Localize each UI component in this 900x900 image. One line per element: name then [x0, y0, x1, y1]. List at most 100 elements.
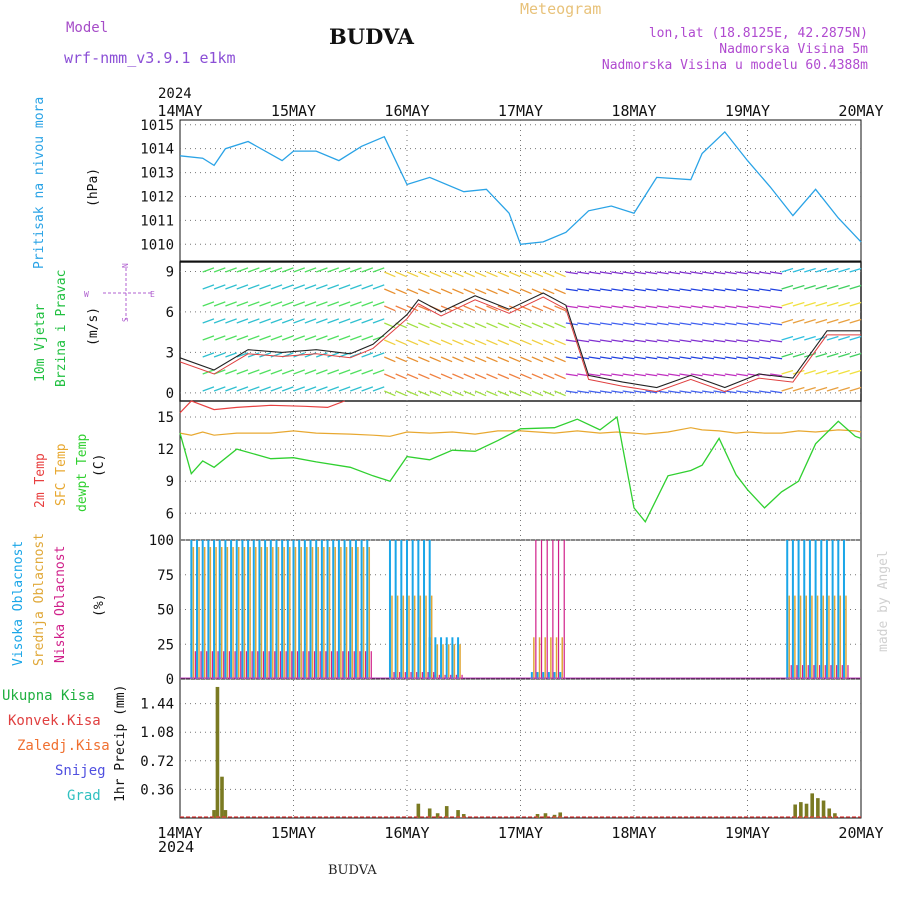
precip-bar: [223, 810, 228, 818]
wind-arrow: [781, 335, 794, 341]
wind-arrow: [486, 390, 498, 397]
wind-arrow: [213, 301, 226, 307]
precip-bar: [427, 808, 432, 818]
precip-bar: [212, 810, 216, 818]
wind-arrow: [486, 373, 498, 380]
y-tick-label: 1011: [140, 213, 174, 229]
wind-arrow: [270, 284, 283, 290]
wind-arrow: [406, 288, 419, 295]
lonlat-label: lon,lat (18.8125E, 42.2875N): [648, 26, 868, 41]
wind-arrow: [440, 373, 453, 380]
wind-arrow: [542, 288, 555, 295]
precip-conv-label: Konvek.Kisa: [8, 713, 101, 729]
wind-arrow: [474, 305, 487, 312]
temp-2m-label: 2m Temp: [33, 453, 48, 508]
wind-arrow: [667, 322, 681, 326]
y-tick-label: 1.08: [140, 725, 174, 741]
wind-arrow: [724, 322, 737, 326]
wind-arrow: [497, 322, 510, 329]
wind-arrow: [849, 386, 862, 392]
wind-arrow: [440, 390, 453, 397]
precip-bar: [435, 813, 440, 818]
y-tick-label: 9: [166, 474, 174, 490]
wind-arrow: [270, 352, 283, 358]
wind-arrow: [781, 369, 794, 375]
wind-arrow: [849, 284, 862, 290]
wind-arrow: [281, 318, 294, 324]
y-tick-label: 9: [166, 264, 174, 280]
precip-bar: [535, 814, 540, 818]
wind-arrow: [236, 267, 249, 273]
wind-arrow: [395, 322, 407, 329]
wind-arrow: [270, 301, 283, 307]
wind-arrow: [474, 339, 487, 346]
wind-arrow: [747, 390, 760, 394]
wind-arrow: [565, 305, 578, 309]
wind-arrow: [304, 369, 317, 375]
top-time-label: 20MAY: [838, 102, 883, 120]
wind-arrow: [826, 301, 839, 307]
wind-arrow: [804, 318, 816, 324]
top-year-label: 2024: [158, 86, 192, 102]
wind-arrow: [531, 390, 544, 397]
wind-arrow: [361, 369, 374, 375]
wind-arrow: [611, 305, 624, 309]
wind-arrow: [486, 322, 498, 329]
wind-arrow: [520, 322, 532, 329]
wind-label-b: Brzina i Pravac: [54, 270, 69, 387]
wind-arrow: [747, 288, 760, 292]
wind-arrow: [781, 284, 794, 290]
wind-arrow: [372, 284, 385, 290]
wind-arrow: [588, 373, 601, 377]
wind-arrow: [213, 318, 226, 324]
watermark: made by Angel: [876, 550, 891, 652]
wind-arrow: [713, 305, 726, 309]
wind-arrow: [361, 267, 374, 273]
wind-arrow: [384, 339, 396, 346]
precip-bar: [558, 812, 563, 818]
wind-arrow: [350, 284, 362, 290]
precip-bar: [543, 813, 548, 818]
wind-arrow: [350, 369, 362, 375]
wind-arrow: [372, 352, 385, 358]
wind-arrow: [247, 352, 260, 358]
wind-arrow: [259, 335, 271, 341]
wind-arrow: [293, 267, 305, 273]
wind-arrow: [747, 271, 760, 275]
wind-arrow: [690, 271, 703, 275]
wind-arrow: [826, 318, 839, 324]
wind-arrow: [758, 322, 771, 326]
wind-arrow: [350, 301, 362, 307]
cloud-mid-label: Srednja Oblacnost: [32, 533, 47, 666]
wind-arrow: [667, 271, 681, 275]
wind-arrow: [361, 335, 374, 341]
wind-arrow: [315, 301, 328, 307]
wind-arrow: [202, 318, 215, 324]
wind-arrow: [588, 288, 601, 292]
wind-arrow: [599, 390, 612, 394]
wind-arrow: [474, 271, 487, 278]
wind-arrow: [327, 352, 340, 358]
compass-rose: N S W E: [84, 263, 155, 322]
wind-arrow: [781, 267, 794, 273]
y-tick-label: 3: [166, 345, 174, 361]
wind-arrow: [293, 301, 305, 307]
wind-arrow: [452, 339, 464, 346]
wind-arrow: [667, 339, 681, 343]
wind-arrow: [225, 335, 237, 341]
precip-panel: [179, 678, 862, 819]
wind-arrow: [338, 284, 351, 290]
wind-arrow: [736, 373, 749, 377]
wind-arrow: [315, 318, 328, 324]
pressure-line: [179, 130, 862, 245]
wind-arrow: [633, 373, 646, 377]
wind-arrow: [815, 369, 828, 375]
wind-arrow: [804, 369, 816, 375]
wind-arrow: [656, 305, 669, 309]
wind-arrow: [724, 339, 737, 343]
wind-arrow: [781, 301, 794, 307]
wind-arrow: [792, 267, 805, 273]
wind-arrow: [531, 305, 544, 312]
wind-arrow: [770, 322, 783, 326]
wind-arrow: [304, 335, 317, 341]
